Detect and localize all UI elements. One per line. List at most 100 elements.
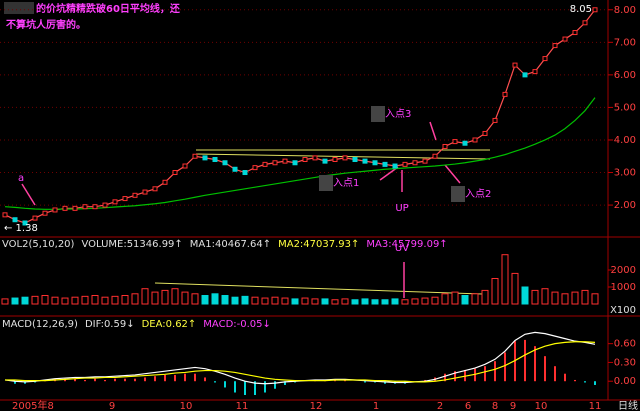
candle <box>32 215 38 221</box>
x-tick-label: 10 <box>180 401 193 411</box>
candle <box>552 43 558 49</box>
volume-bar <box>471 293 479 305</box>
annotation: 入点3 <box>385 108 411 120</box>
candle <box>122 196 128 202</box>
volume-bar <box>171 288 179 305</box>
volume-bar <box>51 296 59 305</box>
volume-bar <box>201 295 209 305</box>
candle <box>142 189 148 195</box>
volume-bar <box>421 297 429 305</box>
candle <box>542 56 548 62</box>
candle <box>62 205 68 211</box>
volume-bar <box>61 297 69 305</box>
trend-line <box>154 282 483 295</box>
volume-bar <box>161 289 169 305</box>
candle <box>252 165 258 171</box>
candle <box>532 69 538 75</box>
candle <box>452 139 458 145</box>
volume-bar <box>231 296 239 305</box>
y-tick-label: 0.30 <box>614 357 636 368</box>
note-line: 的价坑精精跌破60日平均线，还 <box>36 2 181 15</box>
candle <box>482 130 488 136</box>
volume-bar <box>401 299 409 305</box>
y-tick-label: 2000 <box>611 265 636 276</box>
volume-bar <box>441 293 449 305</box>
volume-bar <box>101 296 109 305</box>
volume-bar <box>331 299 339 305</box>
panel-header: VOL2(5,10,20) <box>2 239 75 250</box>
volume-bar <box>11 297 19 305</box>
y-tick-label: 7.00 <box>614 37 636 48</box>
volume-bar <box>41 295 49 305</box>
volume-bar <box>481 289 489 305</box>
candle <box>152 186 158 192</box>
volume-bar <box>151 291 159 305</box>
annotation: ← 1.38 <box>4 223 38 234</box>
macd-line <box>5 341 596 383</box>
candle <box>332 157 338 163</box>
volume-bar <box>1 298 9 305</box>
candle <box>392 163 398 169</box>
volume-bar <box>251 296 259 305</box>
volume-bar <box>431 296 439 305</box>
volume-bar <box>261 297 269 305</box>
candle <box>422 158 428 164</box>
candle <box>582 20 588 26</box>
note-line: 不算坑人厉害的。 <box>6 18 86 31</box>
period-label: 日线 <box>618 399 638 411</box>
volume-bar <box>461 295 469 305</box>
volume-bar <box>301 297 309 305</box>
mask <box>4 2 34 14</box>
volume-bar <box>271 296 279 305</box>
annotation: 8.05 <box>570 4 592 15</box>
volume-bar <box>241 295 249 305</box>
volume-bar <box>31 295 39 305</box>
y-tick-label: 8.00 <box>614 5 636 16</box>
candle <box>522 72 528 78</box>
y-tick-label: 3.00 <box>614 168 636 179</box>
candle <box>562 36 568 42</box>
candle <box>272 160 278 166</box>
volume-bar <box>521 286 529 305</box>
volume-bar <box>561 293 569 305</box>
x-tick-label: 6 <box>465 401 471 411</box>
candle <box>342 155 348 161</box>
candle <box>492 117 498 123</box>
volume-bar <box>351 299 359 305</box>
volume-bar <box>341 298 349 305</box>
volume-bar <box>501 254 509 305</box>
candle <box>432 153 438 159</box>
panel-header: MA3:45799.09↑ <box>366 239 447 250</box>
volume-bar <box>21 296 29 305</box>
volume-bar <box>591 293 599 305</box>
volume-bar <box>531 289 539 305</box>
candle <box>402 161 408 167</box>
candle <box>42 210 48 216</box>
x-tick-label: 2 <box>437 401 443 411</box>
candle <box>372 160 378 166</box>
candle <box>322 158 328 164</box>
volume-bar <box>411 298 419 305</box>
candle <box>92 204 98 210</box>
volume-bar <box>371 299 379 305</box>
panel-header: VOLUME:51346.99↑ <box>81 239 182 250</box>
y-tick-label: 5.00 <box>614 102 636 113</box>
candle <box>202 155 208 161</box>
volume-bar <box>581 289 589 305</box>
label-mask <box>371 106 385 122</box>
candle <box>512 62 518 68</box>
candle <box>162 179 168 185</box>
panel-header: MA1:40467.64↑ <box>190 239 271 250</box>
candle <box>82 204 88 210</box>
x-tick-label: 12 <box>310 401 323 411</box>
candle <box>462 140 468 146</box>
candle <box>182 163 188 169</box>
annotation: 入点1 <box>333 177 359 189</box>
candle <box>282 158 288 164</box>
candle <box>192 153 198 159</box>
volume-bar <box>321 298 329 305</box>
candle <box>222 160 228 166</box>
volume-bar <box>221 295 229 305</box>
candle <box>112 199 118 205</box>
volume-bar <box>291 298 299 305</box>
